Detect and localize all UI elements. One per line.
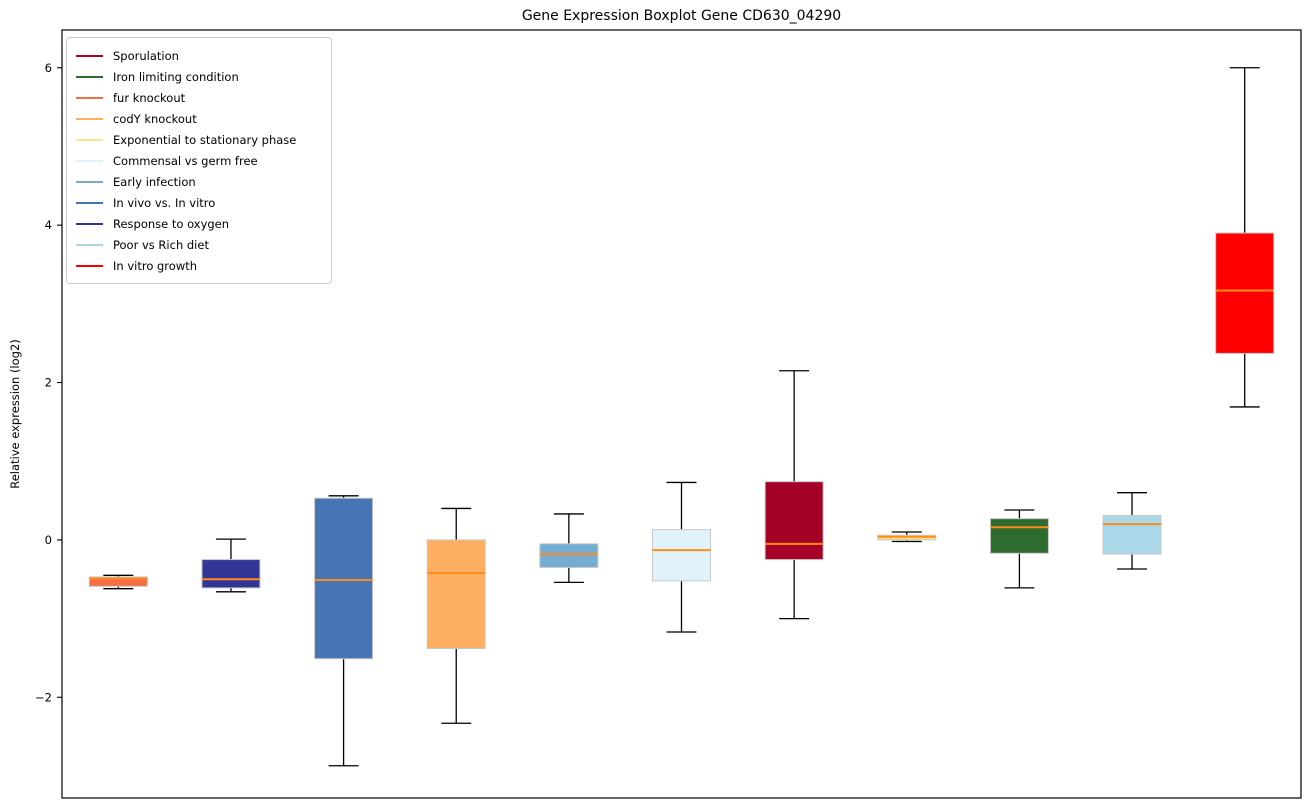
legend-item-label: Response to oxygen bbox=[113, 216, 230, 231]
box-8 bbox=[989, 518, 1049, 554]
legend-swatch bbox=[76, 117, 103, 120]
legend-item: In vivo vs. In vitro bbox=[76, 192, 321, 213]
y-tick-label: 6 bbox=[45, 61, 52, 75]
box-6 bbox=[764, 481, 824, 561]
legend-item: Iron limiting condition bbox=[76, 66, 321, 87]
legend-swatch bbox=[76, 264, 103, 267]
legend-item: Exponential to stationary phase bbox=[76, 129, 321, 150]
y-tick-label: 4 bbox=[45, 218, 52, 232]
plot-frame bbox=[61, 29, 1302, 799]
y-tick-label: −2 bbox=[35, 690, 52, 704]
legend-item-label: codY knockout bbox=[113, 111, 197, 126]
chart-title: Gene Expression Boxplot Gene CD630_04290 bbox=[521, 8, 842, 24]
legend-swatch bbox=[76, 222, 103, 225]
box-9 bbox=[1102, 515, 1162, 555]
legend-item: codY knockout bbox=[76, 108, 321, 129]
legend: Sporulation Iron limiting condition fur kn… bbox=[66, 37, 332, 284]
box-3 bbox=[426, 539, 486, 649]
legend-item-label: Early infection bbox=[113, 174, 196, 189]
legend-swatch bbox=[76, 159, 103, 162]
legend-item-label: In vitro growth bbox=[113, 258, 198, 273]
legend-item: Poor vs Rich diet bbox=[76, 234, 321, 255]
legend-item-label: In vivo vs. In vitro bbox=[113, 195, 216, 210]
legend-swatch bbox=[76, 54, 103, 57]
legend-item: Commensal vs germ free bbox=[76, 150, 321, 171]
legend-item: In vitro growth bbox=[76, 255, 321, 276]
legend-item-label: fur knockout bbox=[113, 90, 186, 105]
legend-swatch bbox=[76, 180, 103, 183]
box-2 bbox=[314, 497, 374, 660]
legend-item-label: Iron limiting condition bbox=[113, 69, 239, 84]
legend-item: Response to oxygen bbox=[76, 213, 321, 234]
y-axis-label: Relative expression (log2) bbox=[8, 339, 22, 489]
y-tick-label: 0 bbox=[45, 533, 52, 547]
legend-swatch bbox=[76, 138, 103, 141]
y-tick-label: 2 bbox=[45, 376, 52, 390]
legend-swatch bbox=[76, 201, 103, 204]
box-5 bbox=[652, 529, 711, 582]
box-10 bbox=[1215, 232, 1275, 354]
legend-swatch bbox=[76, 75, 103, 78]
legend-item-label: Commensal vs germ free bbox=[113, 153, 258, 168]
legend-item-label: Sporulation bbox=[113, 48, 179, 63]
legend-swatch bbox=[76, 96, 103, 99]
box-0 bbox=[88, 576, 148, 587]
legend-item-label: Poor vs Rich diet bbox=[113, 237, 209, 252]
legend-item: Early infection bbox=[76, 171, 321, 192]
legend-item: Sporulation bbox=[76, 45, 321, 66]
box-1 bbox=[201, 559, 261, 589]
legend-item-label: Exponential to stationary phase bbox=[113, 132, 297, 147]
legend-swatch bbox=[76, 243, 103, 246]
box-4 bbox=[539, 543, 599, 568]
legend-item: fur knockout bbox=[76, 87, 321, 108]
